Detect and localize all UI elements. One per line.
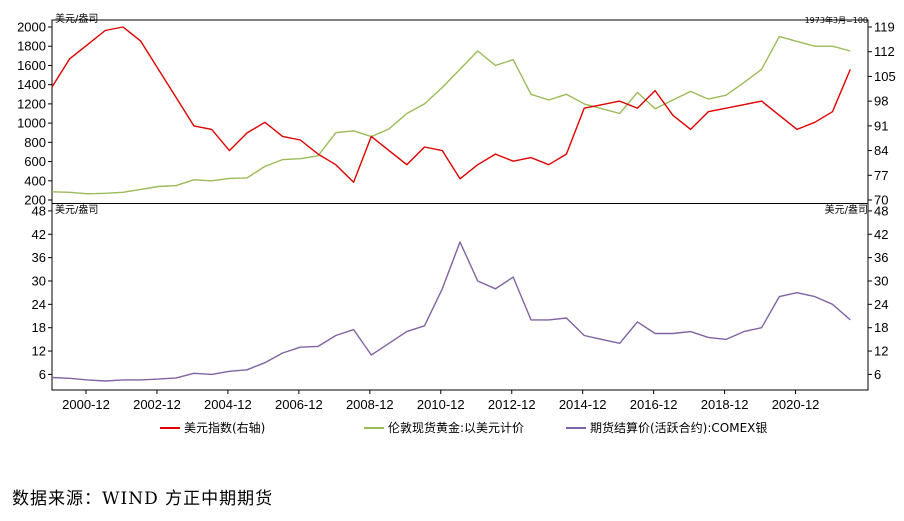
series-line-silver — [51, 241, 851, 382]
bottom-right-axis-tick-label: 48 — [874, 203, 888, 218]
plot-frame — [51, 19, 869, 391]
x-tick-label: 2016-12 — [630, 397, 678, 412]
x-tick-label: 2004-12 — [204, 397, 252, 412]
top-right-axis-tick-label: 119 — [874, 20, 895, 35]
top-left-axis-tick-label: 1000 — [17, 116, 46, 131]
plot-area — [51, 19, 869, 391]
top-left-axis-tick-label: 400 — [24, 173, 46, 188]
bottom-right-axis-tick-label: 18 — [874, 320, 888, 335]
bottom-left-axis-tick-label: 48 — [32, 203, 46, 218]
bottom-right-axis-tick-label: 30 — [874, 273, 888, 288]
bottom-left-axis-tick-label: 18 — [32, 320, 46, 335]
top-left-axis-tick-label: 2000 — [17, 20, 46, 35]
x-tick-label: 2002-12 — [133, 397, 181, 412]
bottom-right-unit-label: 美元/盎司 — [825, 203, 868, 216]
series-line-dollar-index — [51, 26, 851, 183]
bottom-left-unit-label: 美元/盎司 — [55, 203, 98, 216]
legend: 美元指数(右轴) 伦敦现货黄金:以美元计价 期货结算价(活跃合约):COMEX银 — [160, 420, 767, 435]
x-tick-label: 2008-12 — [346, 397, 394, 412]
bottom-right-axis-tick-label: 24 — [874, 297, 888, 312]
data-source-note: 数据来源：WIND 方正中期期货 — [12, 489, 274, 509]
bottom-right-axis-tick-label: 12 — [874, 344, 888, 359]
x-axis: 2000-12 2002-12 2004-12 2006-12 2008-12 2010-… — [62, 390, 819, 412]
top-left-axis-tick-label: 1200 — [17, 96, 46, 111]
legend-label-dollar-index: 美元指数(右轴) — [184, 420, 265, 435]
top-left-axis-tick-label: 800 — [24, 135, 46, 150]
bottom-left-axis-tick-label: 36 — [32, 250, 46, 265]
series-line-gold — [51, 35, 851, 195]
top-right-axis-tick-label: 105 — [874, 69, 896, 84]
x-tick-label: 2018-12 — [701, 397, 749, 412]
top-right-axis-tick-label: 98 — [874, 94, 888, 109]
top-left-axis-tick-label: 1800 — [17, 39, 46, 54]
x-tick-label: 2006-12 — [275, 397, 323, 412]
top-right-axis-tick-label: 84 — [874, 143, 888, 158]
top-right-axis-tick-label: 91 — [874, 118, 888, 133]
top-left-axis-tick-label: 1400 — [17, 77, 46, 92]
legend-label-silver: 期货结算价(活跃合约):COMEX银 — [590, 420, 767, 435]
x-tick-label: 2012-12 — [488, 397, 536, 412]
bottom-left-axis-tick-label: 30 — [32, 273, 46, 288]
bottom-right-axis-tick-label: 36 — [874, 250, 888, 265]
x-tick-label: 2000-12 — [62, 397, 110, 412]
top-left-axis-tick-label: 200 — [24, 193, 46, 208]
legend-label-gold: 伦敦现货黄金:以美元计价 — [388, 420, 524, 435]
bottom-right-axis-tick-label: 42 — [874, 227, 888, 242]
bottom-right-axis-tick-label: 6 — [874, 367, 881, 382]
top-right-axis-tick-label: 77 — [874, 168, 888, 183]
top-right-axis-tick-label: 112 — [874, 44, 895, 59]
x-tick-label: 2014-12 — [559, 397, 607, 412]
series-layer — [51, 26, 851, 382]
x-tick-label: 2020-12 — [772, 397, 820, 412]
bottom-left-axis-tick-label: 42 — [32, 227, 46, 242]
top-right-axis-tick-label: 70 — [874, 193, 888, 208]
bottom-panel-axes: 6 12 18 24 30 36 42 48 6 12 18 24 30 36 42 48 — [32, 203, 889, 382]
top-left-unit-label: 美元/盎司 — [55, 12, 98, 25]
top-panel-axes: 200 400 600 800 1000 1200 1400 1600 1800 2000 70 77… — [17, 20, 896, 208]
bottom-left-axis-tick-label: 24 — [32, 297, 46, 312]
bottom-left-axis-tick-label: 6 — [39, 367, 46, 382]
top-left-axis-tick-label: 600 — [24, 154, 46, 169]
top-right-unit-label: 1973年3月=100 — [805, 15, 868, 25]
x-tick-label: 2010-12 — [417, 397, 465, 412]
bottom-left-axis-tick-label: 12 — [32, 344, 46, 359]
top-left-axis-tick-label: 1600 — [17, 58, 46, 73]
